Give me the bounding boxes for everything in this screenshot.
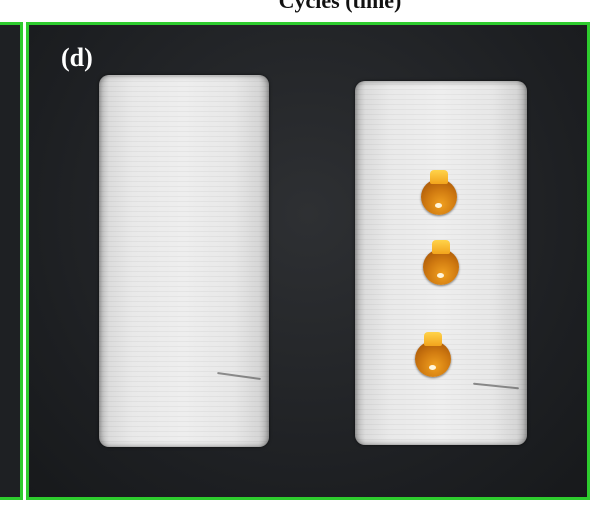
droplet-shine (437, 273, 444, 278)
left-glass-slide (99, 75, 269, 447)
scratch-mark (473, 382, 519, 390)
right-glass-slide (355, 81, 527, 445)
droplet-highlight (424, 332, 442, 346)
droplet-shine (435, 203, 442, 208)
droplet-highlight (430, 170, 448, 184)
droplet (415, 332, 451, 377)
photo-panel: (d) (26, 22, 590, 500)
droplet (421, 170, 457, 215)
figure-caption: Cycles (time) (278, 0, 402, 13)
droplet-highlight (432, 240, 450, 254)
droplet (423, 240, 459, 285)
previous-panel-edge (0, 22, 23, 500)
panel-label: (d) (61, 43, 93, 72)
droplet-shine (429, 365, 436, 370)
scratch-mark (217, 371, 261, 381)
